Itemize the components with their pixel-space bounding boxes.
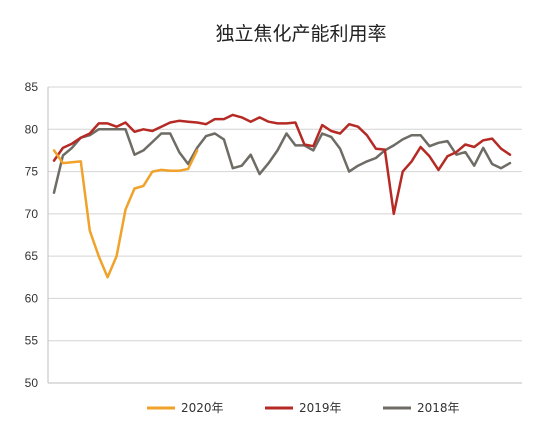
y-tick-label: 60	[25, 291, 39, 305]
y-tick-label: 55	[25, 334, 39, 348]
legend-label-2019: 2019年	[299, 401, 342, 415]
y-tick-label: 85	[25, 80, 39, 94]
data-series	[52, 113, 512, 279]
legend-label-2020: 2020年	[181, 401, 224, 415]
series-line-2018	[52, 128, 512, 194]
y-tick-label: 50	[25, 376, 39, 390]
y-tick-label: 80	[25, 122, 39, 136]
series-line-2019	[52, 113, 512, 216]
series-line-2020	[52, 149, 199, 279]
y-tick-label: 65	[25, 249, 39, 263]
y-tick-label: 75	[25, 165, 39, 179]
y-tick-label: 70	[25, 207, 39, 221]
gridlines	[48, 86, 522, 384]
legend-label-2018: 2018年	[417, 401, 460, 415]
legend: 2020年 2019年 2018年	[147, 401, 460, 415]
chart-title: 独立焦化产能利用率	[215, 23, 386, 45]
y-axis: 50 55 60 65 70 75 80 85	[25, 80, 49, 390]
